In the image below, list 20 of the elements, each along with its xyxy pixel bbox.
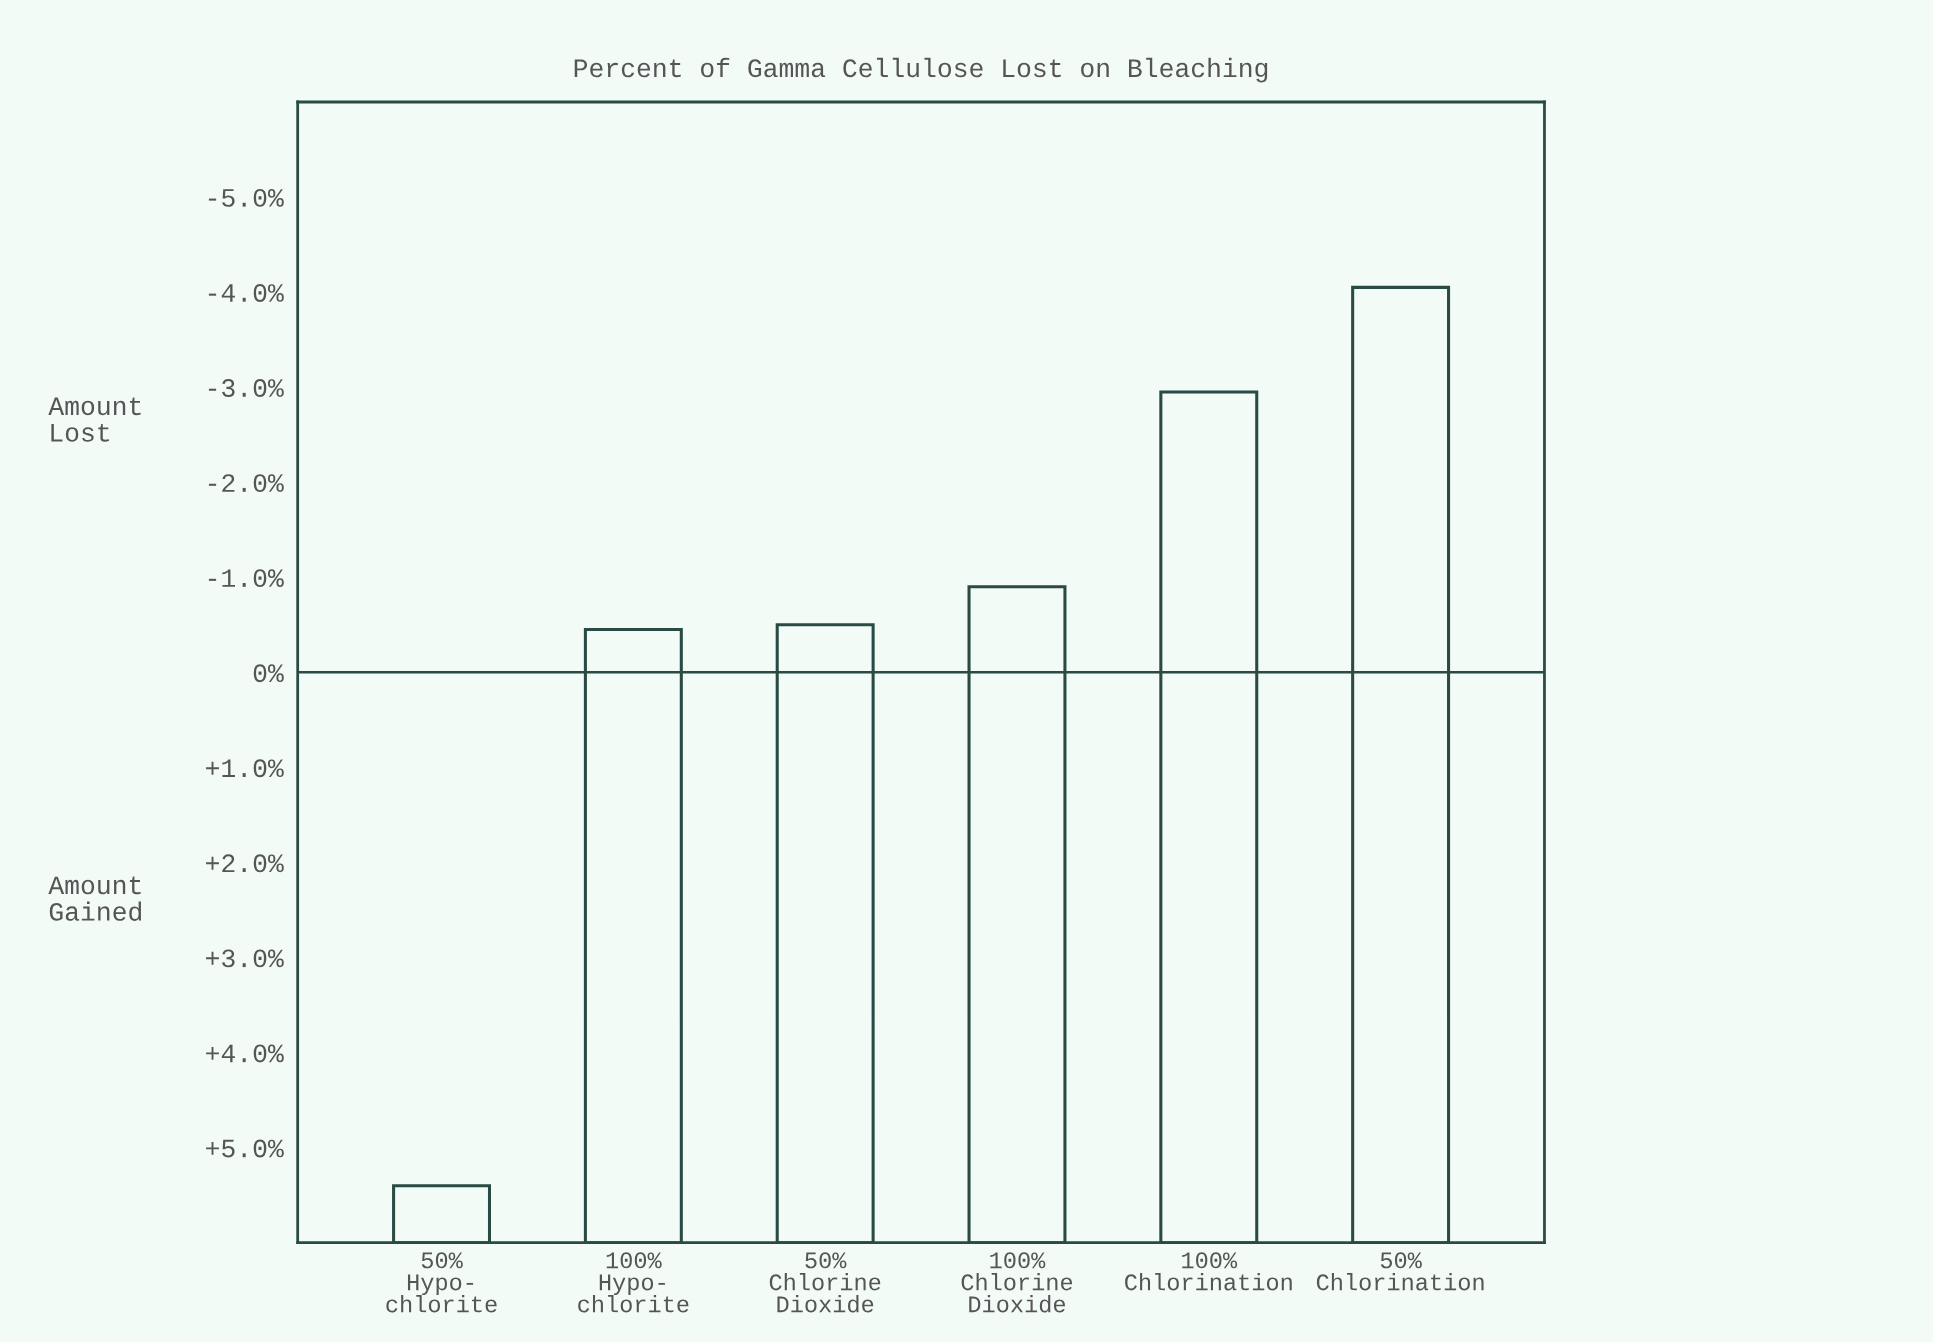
y-tick-label: +1.0%	[206, 759, 284, 778]
y-tick-label: -4.0%	[208, 284, 284, 302]
y-tick-label: +3.0%	[206, 949, 284, 968]
x-tick-label: 50% Chlorine Dioxide	[769, 1252, 881, 1313]
x-tick-label: 100% Chlorine Dioxide	[961, 1252, 1073, 1313]
chart-title: Percent of Gamma Cellulose Lost on Bleaching	[574, 57, 1268, 83]
y-tick-label: -1.0%	[208, 569, 284, 588]
x-tick-label: 100% Hypo- chlorite	[578, 1252, 689, 1313]
y-tick-label: +2.0%	[206, 854, 284, 873]
x-tick-label: 100% Chlorination	[1125, 1252, 1292, 1291]
y-tick-label: 0%	[253, 664, 284, 683]
text: Amount Lost	[48, 397, 141, 442]
x-tick-label: 50% Hypo- chlorite	[386, 1252, 497, 1313]
y-tick-label: -3.0%	[208, 379, 284, 397]
text: Amount Gained	[48, 876, 142, 921]
y-tick-label: +5.0%	[206, 1139, 284, 1158]
y-tick-label: -2.0%	[208, 474, 284, 493]
y-tick-label: -5.0%	[208, 188, 284, 207]
y-tick-label: +4.0%	[206, 1044, 284, 1063]
x-tick-label: 50% Chlorination	[1316, 1252, 1484, 1291]
